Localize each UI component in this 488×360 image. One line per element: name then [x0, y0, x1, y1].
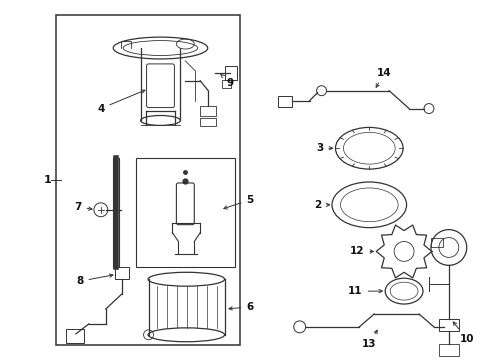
Bar [200, 105, 216, 116]
Text: 6: 6 [228, 302, 253, 312]
Text: 11: 11 [347, 286, 382, 296]
Text: 4: 4 [97, 90, 144, 113]
Text: 3: 3 [315, 143, 332, 153]
Bar [56, 15, 240, 345]
Bar [277, 96, 291, 107]
Bar [430, 238, 442, 247]
Bar [438, 319, 458, 331]
Text: 7: 7 [74, 202, 92, 212]
Text: 10: 10 [452, 322, 473, 344]
Text: 9: 9 [221, 75, 233, 88]
Bar [438, 344, 458, 356]
Bar [224, 66, 237, 80]
Text: 13: 13 [361, 330, 377, 349]
Text: 5: 5 [224, 195, 253, 209]
Text: 12: 12 [349, 247, 373, 256]
Bar [66, 329, 84, 343]
Bar [200, 118, 216, 126]
Bar [135, 158, 235, 267]
Bar [222, 80, 231, 88]
Bar [115, 267, 128, 279]
Text: 2: 2 [313, 200, 329, 210]
Text: 1: 1 [43, 175, 51, 185]
Text: 14: 14 [375, 68, 391, 87]
Text: 8: 8 [76, 274, 113, 286]
